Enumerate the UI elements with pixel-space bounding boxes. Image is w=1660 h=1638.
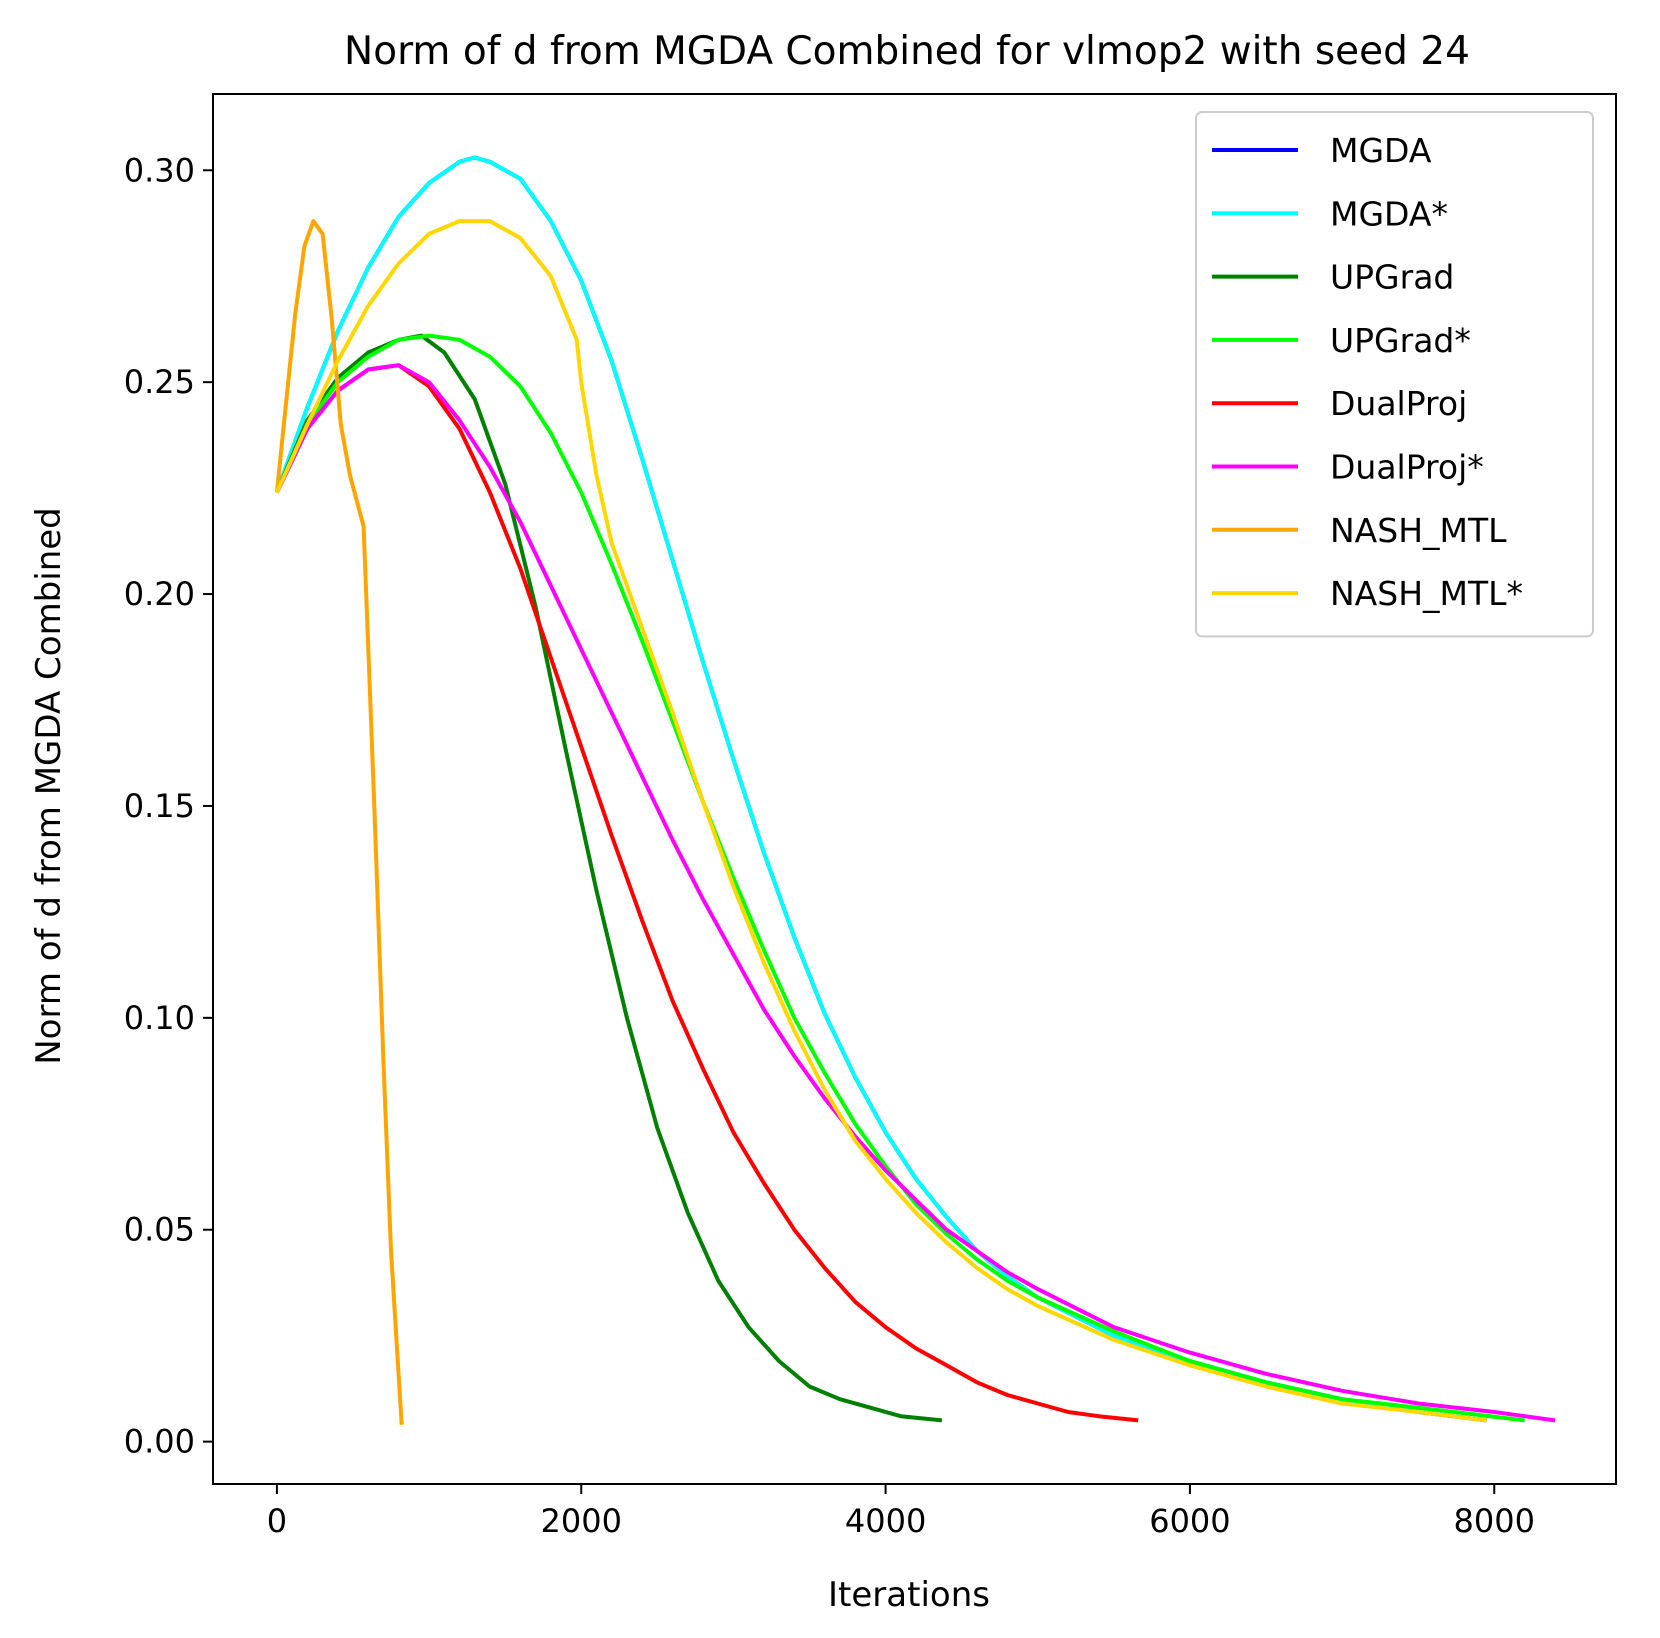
x-tick-label: 6000: [1149, 1502, 1230, 1540]
x-tick-label: 2000: [541, 1502, 622, 1540]
y-axis-label: Norm of d from MGDA Combined: [29, 507, 69, 1065]
series-line-dualproj-star: [275, 363, 1556, 1423]
y-tick-label: 0.00: [124, 1423, 195, 1461]
legend-label: UPGrad*: [1330, 321, 1471, 360]
series-line-dualproj: [275, 363, 1139, 1423]
legend-label: DualProj*: [1330, 448, 1484, 487]
y-tick-label: 0.20: [124, 575, 195, 613]
y-tick-label: 0.30: [124, 151, 195, 189]
series-line-nash-mtl-star: [275, 219, 1487, 1423]
x-axis-label: Iterations: [828, 1575, 990, 1615]
legend-box: [1195, 111, 1594, 638]
chart-title: Norm of d from MGDA Combined for vlmop2 …: [344, 29, 1470, 74]
y-tick-label: 0.15: [124, 787, 195, 825]
legend-label: DualProj: [1330, 384, 1467, 423]
legend-label: NASH_MTL: [1330, 511, 1507, 550]
series-line-nash-mtl: [274, 219, 404, 1425]
legend-label: NASH_MTL*: [1330, 574, 1523, 613]
legend-label: MGDA*: [1330, 194, 1448, 233]
y-tick-label: 0.05: [124, 1211, 195, 1249]
legend-label: UPGrad: [1330, 258, 1454, 297]
y-tick-label: 0.10: [124, 999, 195, 1037]
series-line-mgda-star: [275, 155, 1487, 1423]
axes-frame: [212, 93, 1617, 1485]
legend-label: MGDA: [1330, 131, 1432, 170]
x-tick-label: 0: [267, 1502, 287, 1540]
x-tick-label: 8000: [1454, 1502, 1535, 1540]
series-line-upgrad-star: [275, 333, 1525, 1423]
plot-area: [274, 155, 1556, 1425]
y-tick-label: 0.25: [124, 363, 195, 401]
x-tick-label: 4000: [845, 1502, 926, 1540]
axes: 0 2000 4000 6000 8000 0.00 0.05 0.10 0.15 0.20 0.2…: [124, 93, 1617, 1540]
legend: MGDA MGDA* UPGrad UPGrad* DualProj DualProj* N…: [1195, 111, 1594, 638]
